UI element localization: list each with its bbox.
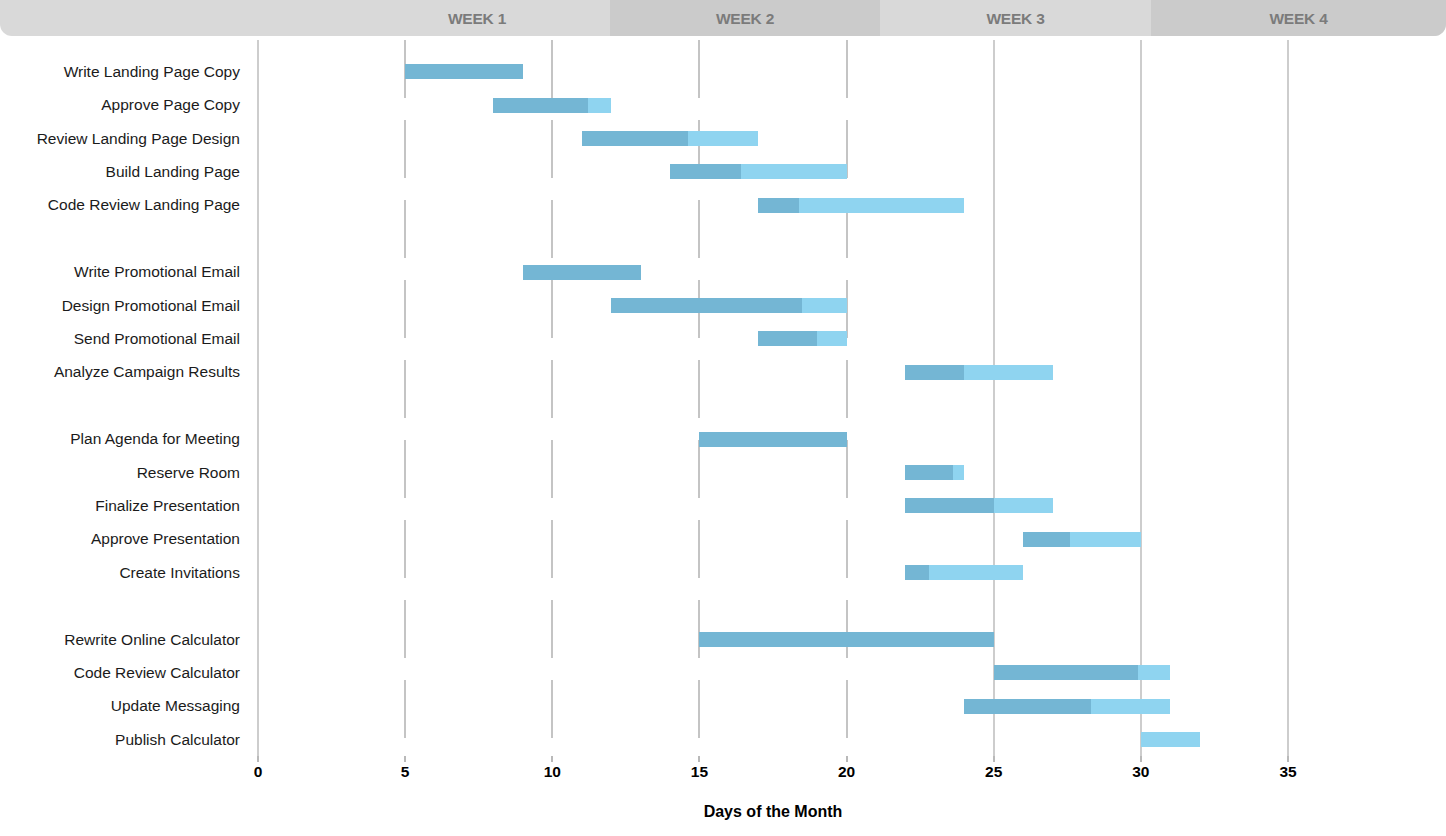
x-tick-mark xyxy=(698,756,700,762)
task-label: Reserve Room xyxy=(0,463,240,483)
week-header-band: WEEK 1WEEK 2WEEK 3WEEK 4 xyxy=(0,0,1446,36)
task-bar-completed xyxy=(699,632,993,647)
task-bar-completed xyxy=(905,465,952,480)
task-bar-remaining xyxy=(817,331,846,346)
gridline-day-25 xyxy=(993,40,995,756)
x-tick-label: 25 xyxy=(985,763,1002,781)
gridline-day-0 xyxy=(257,40,259,756)
gridline-day-15 xyxy=(698,40,700,756)
task-label: Approve Page Copy xyxy=(0,95,240,115)
x-tick-mark xyxy=(846,756,848,762)
task-bar-remaining xyxy=(1070,532,1141,547)
task-bar-remaining xyxy=(994,498,1053,513)
task-bar-completed xyxy=(905,365,964,380)
task-label: Write Landing Page Copy xyxy=(0,62,240,82)
task-bar-remaining xyxy=(953,465,965,480)
task-bar-remaining xyxy=(588,98,612,113)
task-bar-completed xyxy=(670,164,741,179)
x-tick-mark xyxy=(993,756,995,762)
task-bar-remaining xyxy=(802,298,846,313)
task-bar-remaining xyxy=(964,365,1052,380)
task-bar-completed xyxy=(905,498,993,513)
gridline-day-5 xyxy=(404,40,406,756)
task-bar-remaining xyxy=(1138,665,1170,680)
x-tick-mark xyxy=(404,756,406,762)
x-tick-label: 0 xyxy=(254,763,263,781)
week-label: WEEK 4 xyxy=(1151,0,1446,36)
task-label: Update Messaging xyxy=(0,696,240,716)
gridline-day-20 xyxy=(846,40,848,756)
task-bar-completed xyxy=(405,64,523,79)
task-label: Publish Calculator xyxy=(0,730,240,750)
task-label: Build Landing Page xyxy=(0,162,240,182)
task-bar-completed xyxy=(582,131,688,146)
task-bar-completed xyxy=(523,265,641,280)
x-tick-mark xyxy=(551,756,553,762)
task-bar-remaining xyxy=(929,565,1023,580)
task-bar-remaining xyxy=(799,198,964,213)
task-label: Send Promotional Email xyxy=(0,329,240,349)
task-label: Code Review Calculator xyxy=(0,663,240,683)
x-tick-label: 20 xyxy=(838,763,855,781)
x-tick-mark xyxy=(1287,756,1289,762)
task-bar-completed xyxy=(758,198,799,213)
task-label: Plan Agenda for Meeting xyxy=(0,429,240,449)
task-bar-remaining xyxy=(1141,732,1200,747)
x-tick-label: 5 xyxy=(401,763,410,781)
task-label: Create Invitations xyxy=(0,563,240,583)
x-tick-label: 30 xyxy=(1132,763,1149,781)
task-label: Code Review Landing Page xyxy=(0,195,240,215)
x-tick-label: 35 xyxy=(1279,763,1296,781)
task-bar-remaining xyxy=(741,164,847,179)
task-bar-completed xyxy=(493,98,587,113)
task-label: Analyze Campaign Results xyxy=(0,362,240,382)
task-bar-completed xyxy=(611,298,802,313)
task-label: Approve Presentation xyxy=(0,529,240,549)
task-label: Design Promotional Email xyxy=(0,296,240,316)
gantt-chart: WEEK 1WEEK 2WEEK 3WEEK 4 Write Landing P… xyxy=(0,0,1446,836)
x-tick-mark xyxy=(1140,756,1142,762)
x-tick-label: 10 xyxy=(544,763,561,781)
task-label: Rewrite Online Calculator xyxy=(0,630,240,650)
task-label: Finalize Presentation xyxy=(0,496,240,516)
week-label: WEEK 3 xyxy=(880,0,1151,36)
gridline-day-30 xyxy=(1140,40,1142,756)
week-label: WEEK 2 xyxy=(610,0,880,36)
task-bar-completed xyxy=(964,699,1091,714)
x-tick-label: 15 xyxy=(691,763,708,781)
task-bar-remaining xyxy=(688,131,759,146)
x-axis-title: Days of the Month xyxy=(704,803,843,821)
task-bar-completed xyxy=(699,432,846,447)
task-bar-completed xyxy=(905,565,929,580)
gridline-day-35 xyxy=(1287,40,1289,756)
week-label: WEEK 1 xyxy=(344,0,610,36)
task-label: Review Landing Page Design xyxy=(0,129,240,149)
x-tick-mark xyxy=(257,756,259,762)
task-bar-completed xyxy=(1023,532,1070,547)
task-bar-remaining xyxy=(1091,699,1170,714)
task-label: Write Promotional Email xyxy=(0,262,240,282)
task-bar-completed xyxy=(758,331,817,346)
gridline-day-10 xyxy=(551,40,553,756)
task-bar-completed xyxy=(994,665,1138,680)
